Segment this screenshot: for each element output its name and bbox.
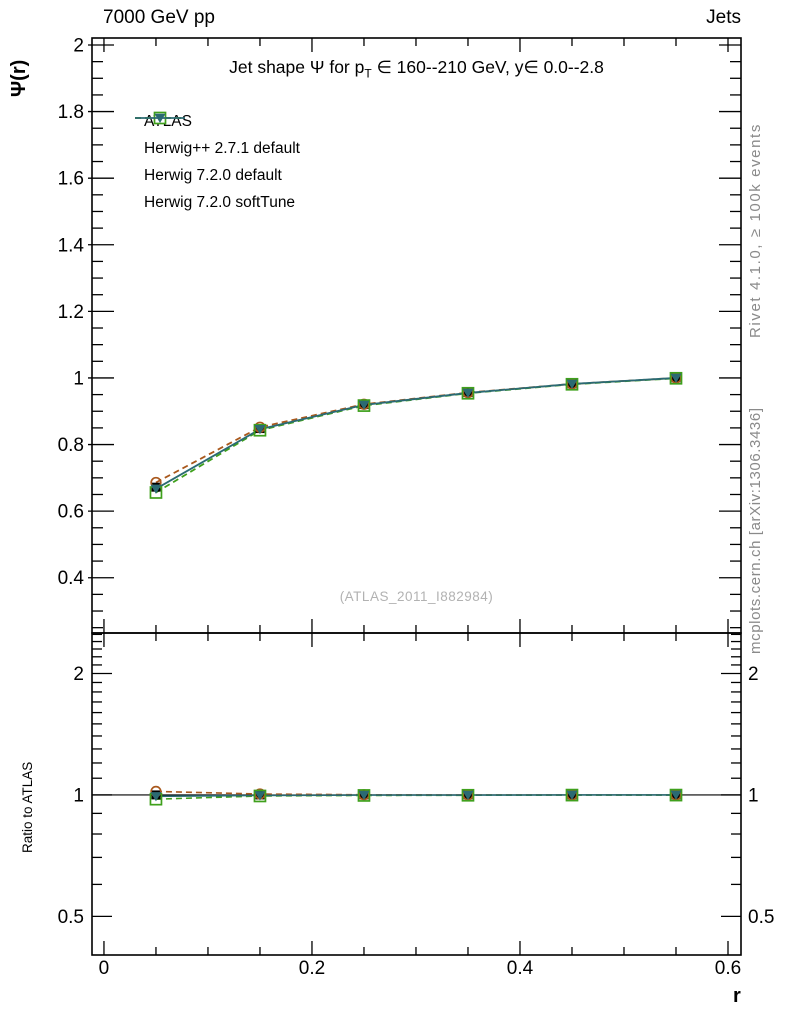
marker-square-open — [461, 788, 475, 802]
series-line-main — [155, 377, 677, 494]
y-main-tick-label: 0.4 — [58, 568, 85, 589]
marker-square-open — [669, 371, 683, 385]
ratio-panel-frame — [91, 632, 742, 956]
analysis-id-watermark: (ATLAS_2011_I882984) — [339, 589, 494, 604]
y-main-tick-label: 2 — [73, 35, 84, 56]
legend: ATLAS Herwig++ 2.7.1 default Herwig 7.2.0 … — [133, 108, 300, 216]
marker-triangle-down — [254, 425, 266, 435]
rivet-version-text: Rivet 4.1.0, ≥ 100k events — [747, 123, 764, 338]
y-axis-label-main: Ψ(r) — [8, 59, 30, 97]
marker-triangle-down — [670, 790, 682, 800]
y-ratio-tick-label-right: 0.5 — [748, 907, 774, 928]
marker-triangle-down — [566, 790, 578, 800]
marker-triangle-down — [358, 790, 370, 801]
marker-triangle-down — [150, 792, 162, 802]
y-ratio-tick-label-right: 1 — [748, 785, 759, 806]
y-ratio-tick-label-left: 0.5 — [58, 907, 84, 928]
plot-title-subscript: T — [364, 66, 372, 81]
y-main-tick-label: 1 — [73, 368, 84, 389]
marker-square-open — [565, 788, 579, 802]
series-line-main — [155, 377, 677, 490]
y-main-tick-label: 1.6 — [58, 169, 84, 190]
y-main-tick-label: 1.2 — [58, 302, 84, 323]
series-line-main — [155, 377, 677, 484]
legend-row: Herwig 7.2.0 softTune — [133, 113, 300, 216]
beam-energy-text: 7000 GeV pp — [103, 7, 215, 28]
y-main-tick-label: 0.8 — [58, 435, 84, 456]
analysis-category-text: Jets — [706, 7, 741, 28]
marker-triangle-down — [670, 373, 682, 383]
x-axis-label: r — [733, 985, 741, 1007]
mcplots-reference-text: mcplots.cern.ch [arXiv:1306.3436] — [747, 407, 764, 654]
legend-row: Herwig 7.2.0 default — [133, 111, 300, 189]
x-tick-label: 0.4 — [507, 958, 534, 979]
legend-marker — [154, 113, 166, 123]
marker-square-open — [565, 377, 579, 391]
marker-square-open — [253, 789, 267, 803]
plot-title: Jet shape Ψ for pT ∈ 160--210 GeV, y∈ 0.… — [92, 57, 741, 81]
y-main-tick-label: 0.6 — [58, 502, 84, 523]
legend-row: Herwig++ 2.7.1 default — [133, 112, 300, 162]
marker-triangle-down — [358, 400, 370, 410]
y-ratio-tick-label-left: 2 — [73, 664, 84, 685]
marker-square-open — [357, 399, 371, 412]
x-tick-label: 0.6 — [715, 958, 741, 979]
marker-square-open — [357, 789, 371, 802]
y-main-tick-label: 1.4 — [58, 235, 85, 256]
plot-title-part2: ∈ 160--210 GeV, y∈ 0.0--2.8 — [371, 57, 604, 77]
legend-label: Herwig 7.2.0 softTune — [144, 193, 296, 211]
marker-triangle-down — [566, 379, 578, 389]
marker-square-open — [253, 423, 267, 437]
legend-label: Herwig 7.2.0 default — [144, 166, 282, 184]
series-line-ratio — [155, 794, 676, 798]
legend-swatch-triangle-down-filled — [135, 113, 185, 123]
marker-triangle-down — [150, 484, 162, 494]
x-tick-label: 0 — [99, 958, 110, 979]
marker-square-open — [461, 386, 475, 400]
plot-title-part1: Jet shape Ψ for p — [229, 57, 365, 77]
y-ratio-tick-label-left: 1 — [73, 785, 84, 806]
y-axis-label-ratio: Ratio to ATLAS — [20, 761, 35, 853]
legend-label: Herwig++ 2.7.1 default — [144, 139, 300, 157]
y-main-tick-label: 1.8 — [58, 102, 84, 123]
marker-triangle-down — [254, 791, 266, 801]
marker-triangle-down — [462, 790, 474, 801]
y-ratio-tick-label-right: 2 — [748, 664, 759, 685]
x-tick-label: 0.2 — [299, 958, 325, 979]
marker-square-open — [669, 788, 683, 802]
marker-triangle-down — [462, 388, 474, 398]
